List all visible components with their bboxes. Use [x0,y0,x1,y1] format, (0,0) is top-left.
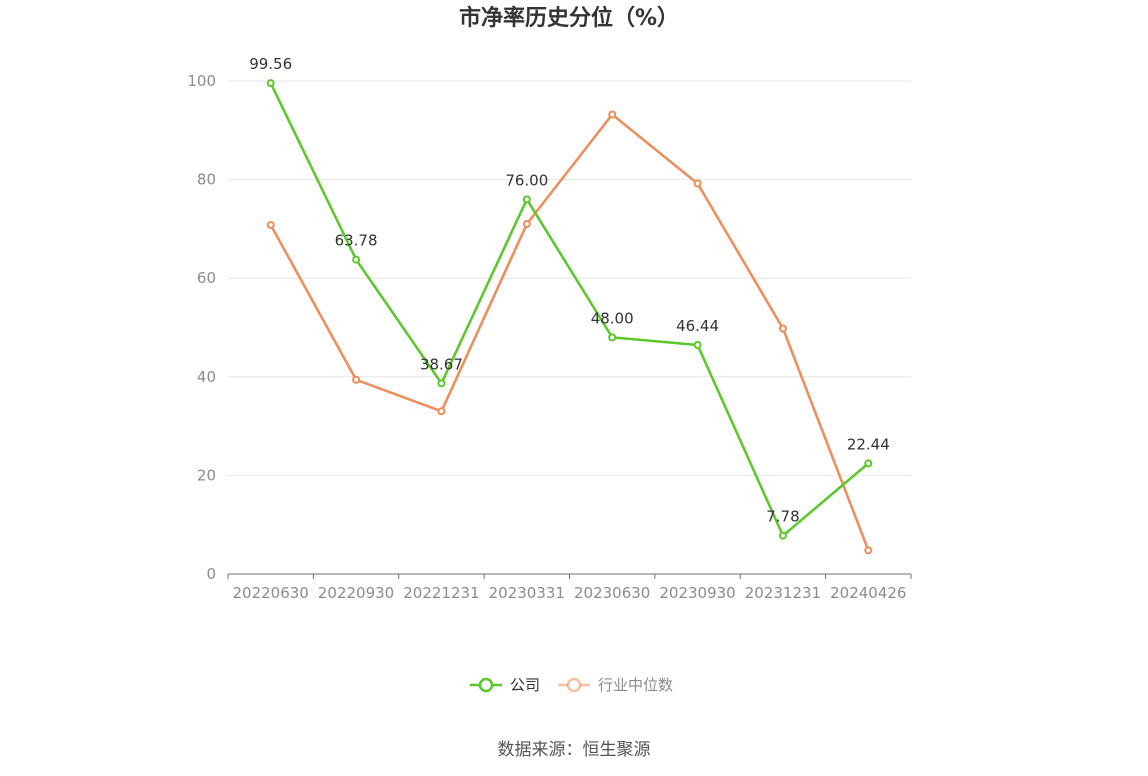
series-line [269,113,870,551]
data-label: 76.00 [505,171,548,189]
x-tick-label: 20230630 [574,584,650,602]
x-tick-label: 20230331 [489,584,565,602]
series-lines [266,79,873,555]
x-tick-label: 20230930 [659,584,735,602]
data-point[interactable] [352,255,361,264]
legend-marker [566,677,582,693]
data-point[interactable] [608,333,617,342]
y-tick-label: 0 [206,565,216,583]
legend[interactable]: 公司 行业中位数 [470,676,673,694]
data-source-note: 数据来源：恒生聚源 [498,740,651,760]
legend-item[interactable]: 行业中位数 [558,676,673,694]
data-point[interactable] [437,379,446,388]
data-label: 63.78 [335,232,378,250]
data-point[interactable] [693,341,702,350]
axes: 0 20 40 60 80 100 20220630 20220930 20221231 2023… [187,72,912,602]
x-tick-label: 20220930 [318,584,394,602]
data-label: 99.56 [249,55,292,73]
data-point[interactable] [522,195,531,204]
data-label: 38.67 [420,355,463,373]
y-tick-label: 100 [187,72,216,90]
y-tick-label: 40 [197,368,216,386]
data-point[interactable] [437,407,446,416]
y-tick-label: 80 [197,171,216,189]
data-point[interactable] [608,110,617,119]
data-point[interactable] [266,220,275,229]
series-line [269,82,870,537]
data-point[interactable] [864,546,873,555]
x-tick-label: 20220630 [233,584,309,602]
x-tick-label: 20231231 [745,584,821,602]
data-point[interactable] [693,179,702,188]
data-labels: 99.56 63.78 38.67 76.00 48.00 46.44 7.78 22.44 [249,55,890,525]
legend-label: 公司 [510,676,540,694]
x-tick-label: 20221231 [403,584,479,602]
data-point[interactable] [352,375,361,384]
data-point[interactable] [522,219,531,228]
legend-marker [478,677,494,693]
data-point[interactable] [266,79,275,88]
data-point[interactable] [778,531,787,540]
legend-item[interactable]: 公司 [470,676,540,694]
data-point[interactable] [778,324,787,333]
grid-lines [228,80,911,476]
y-tick-label: 60 [197,269,216,287]
legend-label: 行业中位数 [598,676,673,694]
x-tick-label: 20240426 [830,584,906,602]
data-label: 22.44 [847,435,890,453]
data-point[interactable] [864,459,873,468]
data-label: 48.00 [591,309,634,327]
data-label: 46.44 [676,317,719,335]
y-tick-label: 20 [197,466,216,484]
data-label: 7.78 [766,508,799,526]
chart-title: 市净率历史分位（%） [459,5,679,31]
